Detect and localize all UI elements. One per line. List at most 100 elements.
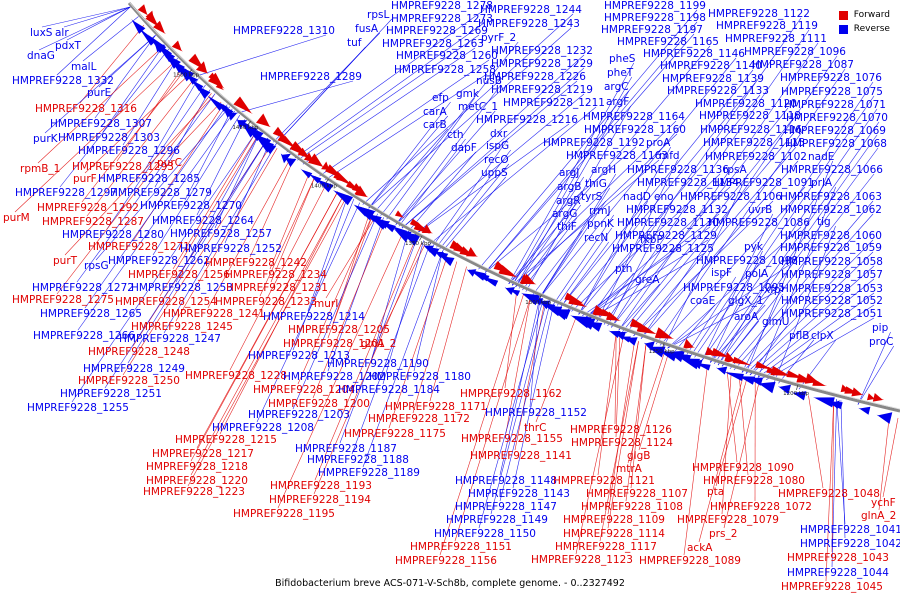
gene-label[interactable]: argC: [604, 81, 629, 93]
gene-label[interactable]: HMPREF9228_1278: [391, 0, 493, 12]
gene-label[interactable]: HMPREF9228_1199: [604, 0, 706, 12]
gene-label[interactable]: murI: [314, 298, 338, 310]
gene-label[interactable]: HMPREF9228_1280: [62, 229, 164, 241]
gene-label[interactable]: HMPREF9228_1043: [787, 552, 889, 564]
gene-label[interactable]: prlA: [811, 177, 833, 189]
gene-label[interactable]: aroA: [734, 311, 759, 323]
gene-label[interactable]: HMPREF9228_1089: [639, 555, 741, 567]
gene-label[interactable]: HMPREF9228_1251: [60, 388, 162, 400]
gene-label[interactable]: HMPREF9228_1123: [531, 554, 633, 566]
gene-label[interactable]: metC_1: [458, 101, 498, 113]
gene-label[interactable]: HMPREF9228_1270: [140, 200, 242, 212]
gene-label[interactable]: HMPREF9228_1194: [269, 494, 371, 506]
gene-label[interactable]: HMPREF9228_1332: [12, 75, 114, 87]
gene-label[interactable]: HMPREF9228_1253: [131, 282, 233, 294]
gene-label[interactable]: HMPREF9228_1150: [434, 528, 536, 540]
gene-label[interactable]: HMPREF9228_1184: [338, 384, 440, 396]
gene-label[interactable]: argJ: [559, 167, 579, 179]
gene-label[interactable]: HMPREF9228_1213: [248, 350, 350, 362]
gene-label[interactable]: HMPREF9228_1095: [683, 282, 785, 294]
gene-label[interactable]: HMPREF9228_1066: [781, 164, 883, 176]
gene-label[interactable]: HMPREF9228_1195: [233, 508, 335, 520]
gene-label[interactable]: HMPREF9228_1254: [115, 296, 217, 308]
gene-label[interactable]: HMPREF9228_1149: [446, 514, 548, 526]
gene-label[interactable]: HMPREF9228_1109: [563, 514, 665, 526]
gene-label[interactable]: HMPREF9228_1233: [215, 296, 317, 308]
gene-label[interactable]: mtrA: [616, 463, 643, 475]
gene-label[interactable]: HMPREF9228_1255: [27, 402, 129, 414]
gene-label[interactable]: argF: [606, 96, 629, 108]
gene-label[interactable]: argH: [591, 164, 616, 176]
gene-label[interactable]: dapF: [451, 142, 477, 154]
gene-label[interactable]: uppS: [481, 167, 508, 179]
gene-label[interactable]: HMPREF9228_1242: [205, 257, 307, 269]
gene-label[interactable]: pip: [872, 322, 889, 334]
gene-label[interactable]: HMPREF9228_1296: [78, 145, 180, 157]
gene-label[interactable]: HMPREF9228_1051: [781, 308, 883, 320]
gene-label[interactable]: HMPREF9228_1045: [781, 581, 883, 593]
gene-label[interactable]: HMPREF9228_1205: [288, 324, 390, 336]
gene-label[interactable]: tig: [817, 216, 831, 228]
gene-label[interactable]: tuf: [347, 37, 362, 49]
gene-label[interactable]: pta: [707, 486, 724, 498]
gene-label[interactable]: HMPREF9228_1163: [566, 150, 668, 162]
gene-label[interactable]: efp: [432, 92, 449, 104]
gene-label[interactable]: HMPREF9228_1118: [699, 110, 801, 122]
gene-label[interactable]: HMPREF9228_1151: [410, 541, 512, 553]
gene-label[interactable]: ychF: [871, 497, 896, 509]
gene-label[interactable]: HMPREF9228_1203: [248, 409, 350, 421]
gene-label[interactable]: HMPREF9228_1132: [626, 204, 728, 216]
gene-label[interactable]: HMPREF9228_1201: [283, 338, 385, 350]
gene-label[interactable]: HMPREF9228_1048: [778, 488, 880, 500]
gene-label[interactable]: purF: [73, 173, 97, 185]
gene-label[interactable]: HMPREF9228_1114: [563, 528, 665, 540]
gene-label[interactable]: HMPREF9228_1252: [180, 243, 282, 255]
gene-label[interactable]: HMPREF9228_1271: [88, 241, 190, 253]
gene-label[interactable]: HMPREF9228_1266: [33, 330, 135, 342]
gene-label[interactable]: HMPREF9228_1106: [680, 191, 782, 203]
gene-label[interactable]: HMPREF9228_1063: [780, 191, 882, 203]
gene-label[interactable]: HMPREF9228_1256: [128, 269, 230, 281]
gene-label[interactable]: HMPREF9228_1155: [461, 433, 563, 445]
gene-label[interactable]: HMPREF9228_1121: [553, 475, 655, 487]
gene-label[interactable]: prs_2: [709, 528, 737, 540]
gene-label[interactable]: thiG: [585, 178, 607, 190]
gene-label[interactable]: cth: [447, 129, 464, 141]
gene-label[interactable]: HMPREF9228_1075: [781, 86, 883, 98]
gene-label[interactable]: HMPREF9228_1265: [40, 308, 142, 320]
gene-label[interactable]: HMPREF9228_1091: [712, 177, 814, 189]
gene-label[interactable]: HMPREF9228_1175: [344, 428, 446, 440]
gene-label[interactable]: dxr: [490, 128, 508, 140]
gene-label[interactable]: HMPREF9228_1198: [604, 12, 706, 24]
gene-label[interactable]: proC: [869, 336, 894, 348]
gene-label[interactable]: HMPREF9228_1136: [627, 164, 729, 176]
gene-label[interactable]: nusB: [476, 75, 502, 87]
gene-label[interactable]: coaE: [690, 295, 715, 307]
gene-label[interactable]: HMPREF9228_1129: [615, 230, 717, 242]
gene-label[interactable]: HMPREF9228_1172: [368, 413, 470, 425]
gene-label[interactable]: argR: [556, 195, 581, 207]
gene-label[interactable]: thrC: [524, 422, 546, 434]
gene-label[interactable]: HMPREF9228_1058: [781, 256, 883, 268]
gene-label[interactable]: pflB: [789, 330, 809, 342]
gene-label[interactable]: glmU: [762, 316, 790, 328]
gene-label[interactable]: rpsL: [367, 9, 389, 21]
gene-label[interactable]: HMPREF9228_1096: [744, 46, 846, 58]
gene-label[interactable]: HMPREF9228_1148: [455, 475, 557, 487]
gene-label[interactable]: mfd: [659, 150, 680, 162]
gene-label[interactable]: HMPREF9228_1162: [460, 388, 562, 400]
gene-label[interactable]: HMPREF9228_1273: [391, 13, 493, 25]
gene-label[interactable]: HMPREF9228_1164: [583, 111, 685, 123]
gene-label[interactable]: HMPREF9228_1232: [491, 45, 593, 57]
gene-label[interactable]: HMPREF9228_1229: [491, 58, 593, 70]
gene-label[interactable]: HMPREF9228_1258: [394, 64, 496, 76]
gene-label[interactable]: HMPREF9228_1180: [369, 371, 471, 383]
gene-label[interactable]: clpX: [811, 330, 834, 342]
gene-label[interactable]: carA: [423, 106, 448, 118]
gene-label[interactable]: HMPREF9228_1269: [386, 25, 488, 37]
gene-label[interactable]: thiF: [557, 221, 577, 233]
gene-label[interactable]: HMPREF9228_1245: [131, 321, 233, 333]
gene-label[interactable]: HMPREF9228_1080: [703, 475, 805, 487]
gene-label[interactable]: HMPREF9228_1041: [800, 524, 900, 536]
gene-label[interactable]: rrmJ: [589, 205, 611, 217]
